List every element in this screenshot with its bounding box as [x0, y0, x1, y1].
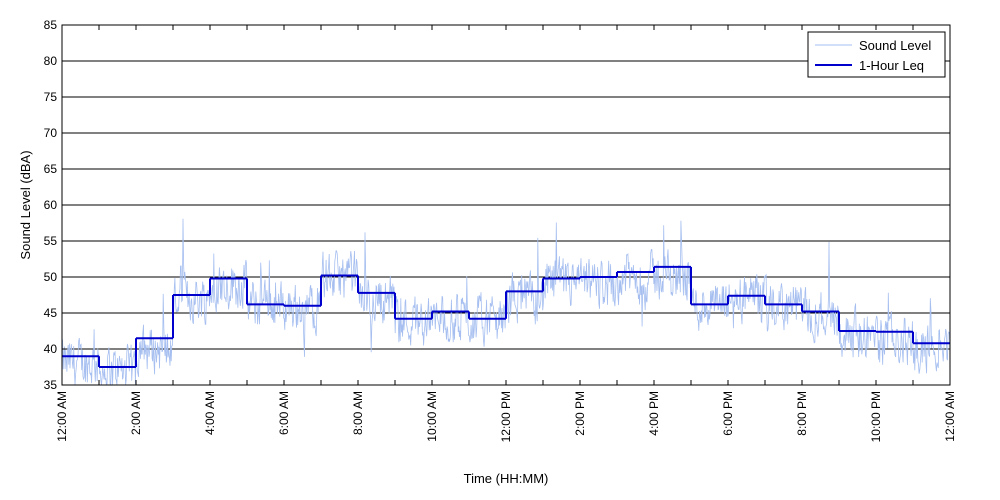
y-tick-label: 75 — [44, 90, 58, 104]
x-tick-label: 4:00 AM — [203, 391, 217, 435]
y-tick-label: 55 — [44, 234, 58, 248]
y-tick-label: 35 — [44, 378, 58, 392]
y-tick-label: 50 — [44, 270, 58, 284]
x-tick-label: 4:00 PM — [647, 391, 661, 436]
legend: Sound Level 1-Hour Leq — [807, 31, 946, 78]
y-tick-label: 80 — [44, 54, 58, 68]
x-tick-label: 12:00 AM — [55, 391, 69, 442]
x-tick-label: 10:00 AM — [425, 391, 439, 442]
leq-series — [62, 265, 950, 368]
y-axis-ticks: 35 40 45 50 55 60 65 70 75 80 85 — [44, 18, 67, 392]
x-axis-ticks: 12:00 AM 2:00 AM 4:00 AM 6:00 AM 8:00 AM 10:0… — [55, 25, 957, 442]
y-tick-label: 85 — [44, 18, 58, 32]
legend-box — [807, 31, 946, 78]
y-axis-label: Sound Level (dBA) — [18, 150, 33, 259]
x-tick-label: 8:00 AM — [351, 391, 365, 435]
y-tick-label: 65 — [44, 162, 58, 176]
y-tick-label: 60 — [44, 198, 58, 212]
x-tick-label: 2:00 PM — [573, 391, 587, 436]
x-tick-label: 2:00 AM — [129, 391, 143, 435]
x-tick-label: 6:00 AM — [277, 391, 291, 435]
x-tick-label: 8:00 PM — [795, 391, 809, 436]
y-tick-label: 70 — [44, 126, 58, 140]
x-tick-label: 6:00 PM — [721, 391, 735, 436]
legend-label-sound-level: Sound Level — [859, 38, 931, 53]
x-tick-label: 10:00 PM — [869, 391, 883, 442]
x-tick-label: 12:00 PM — [499, 391, 513, 442]
x-axis-label: Time (HH:MM) — [464, 471, 549, 486]
y-tick-label: 40 — [44, 342, 58, 356]
y-tick-label: 45 — [44, 306, 58, 320]
x-tick-label: 12:00 AM — [943, 391, 957, 442]
legend-label-leq: 1-Hour Leq — [859, 58, 924, 73]
